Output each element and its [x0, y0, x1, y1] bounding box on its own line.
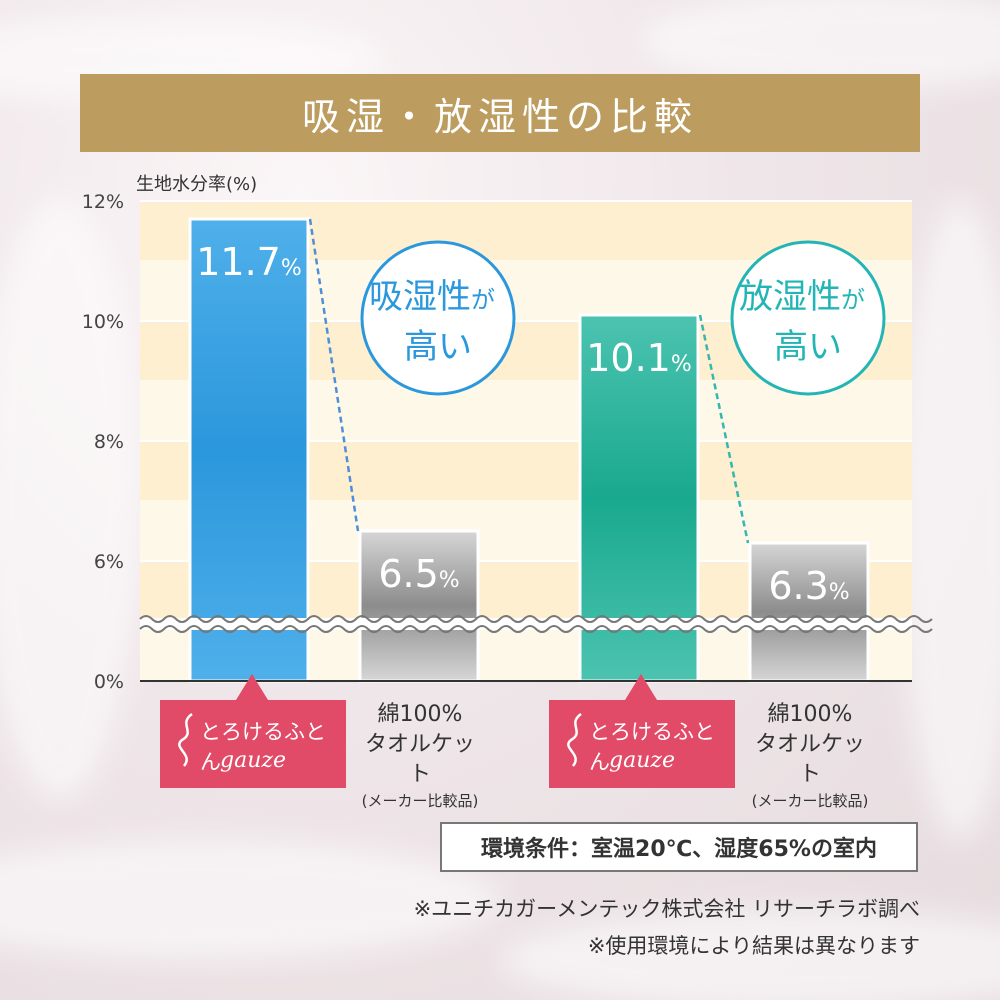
category-note: (メーカー比較品) [751, 792, 869, 810]
category-line: タオルケット [754, 732, 865, 787]
y-tick-label: 0% [94, 671, 124, 693]
bar-value-unit: % [439, 568, 460, 593]
bar-value-label: 10.1% [586, 336, 692, 380]
axis-break-line [139, 615, 933, 623]
callout-circle [730, 240, 886, 396]
bar-value-unit: % [281, 256, 302, 281]
axis-break-line [139, 625, 933, 633]
category-line: タオルケット [364, 732, 475, 787]
footnote-2: ※使用環境により結果は異なります [587, 934, 920, 958]
category-towel-2: 綿100% タオルケット (メーカー比較品) [745, 700, 875, 812]
callout-circle [360, 240, 516, 396]
category-note: (メーカー比較品) [361, 792, 479, 810]
category-towel-1: 綿100% タオルケット (メーカー比較品) [355, 700, 485, 812]
y-axis-label: 生地水分率(%) [136, 174, 258, 195]
swirl-logo-icon [567, 712, 582, 767]
dashed-connector [308, 218, 360, 532]
brand-name: とろけるふとん [589, 720, 715, 774]
callout-text: 高い [774, 327, 842, 367]
brand-subname: gauze [220, 748, 286, 773]
bar-value-unit: % [829, 580, 850, 605]
y-tick-label: 12% [82, 191, 124, 213]
callout-text-particle: が [471, 286, 495, 314]
brand-subname: gauze [609, 748, 675, 773]
category-brand-1: とろけるふとん gauze [160, 674, 346, 788]
condition-box: 環境条件：室温20℃、湿度65%の室内 [440, 822, 918, 872]
category-line: 綿100% [377, 702, 463, 727]
swirl-logo-icon [178, 712, 193, 767]
y-tick-label: 10% [82, 311, 124, 333]
footnote-1: ※ユニチカガーメンテック株式会社 リサーチラボ調べ [413, 897, 920, 921]
bar-value-unit: % [671, 352, 692, 377]
callout-text-particle: が [841, 286, 865, 314]
category-brand-2: とろけるふとん gauze [549, 674, 735, 788]
y-tick-label: 8% [94, 431, 124, 453]
y-tick-label: 6% [94, 551, 124, 573]
bar-chart: 0%6%8%10%12%11.7%6.5%10.1%6.3%吸湿性が高い放湿性が… [82, 191, 933, 693]
chart-title: 吸湿・放湿性の比較 [80, 74, 920, 152]
category-line: 綿100% [767, 702, 853, 727]
callout-text: 高い [404, 327, 472, 367]
bar [188, 217, 310, 683]
brand-name: とろけるふとん [200, 720, 326, 774]
bar [358, 529, 480, 683]
dashed-connector [698, 314, 750, 544]
